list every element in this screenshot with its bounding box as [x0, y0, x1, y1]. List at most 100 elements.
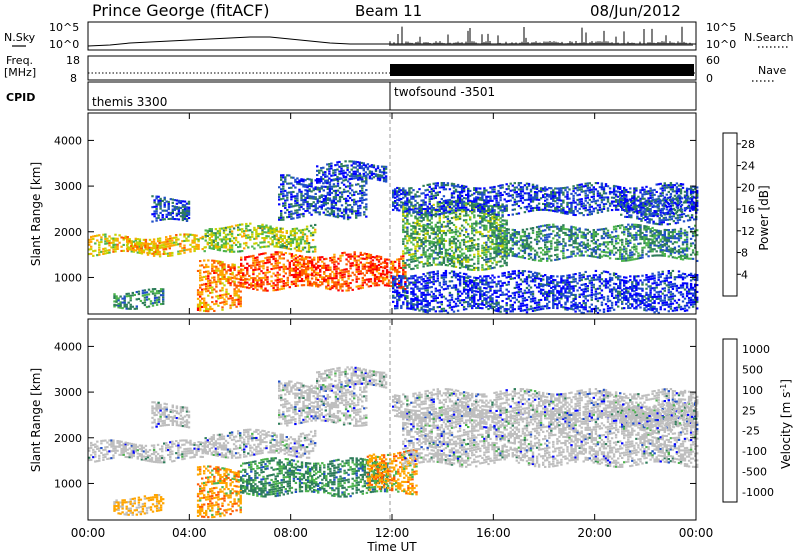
power-echo-cell: [243, 242, 246, 245]
power-echo-cell: [326, 214, 329, 217]
power-echo-cell: [527, 257, 531, 260]
power-echo-cell: [432, 189, 435, 192]
power-echo-cell: [377, 260, 381, 263]
power-echo-cell: [264, 271, 267, 274]
power-echo-cell: [375, 268, 379, 271]
power-echo-cell: [479, 211, 482, 214]
power-echo-cell: [471, 229, 474, 232]
power-echo-cell: [499, 260, 502, 263]
power-echo-cell: [369, 280, 373, 283]
power-echo-cell: [452, 186, 456, 189]
power-echo-cell: [473, 197, 476, 200]
power-echo-cell: [363, 206, 366, 209]
power-echo-cell: [358, 176, 361, 179]
power-echo-cell: [294, 202, 297, 205]
power-echo-cell: [280, 176, 283, 179]
power-echo-cell: [487, 245, 490, 248]
power-echo-cell: [181, 212, 185, 215]
power-echo-cell: [444, 255, 448, 258]
power-echo-cell: [404, 235, 407, 238]
power-echo-cell: [185, 202, 189, 205]
power-echo-cell: [259, 227, 262, 230]
power-echo-cell: [185, 214, 189, 217]
nsky-panel: N.Sky 10^5 10^0 N.Search 10^5 10^0: [4, 21, 794, 51]
power-echo-cell: [542, 257, 545, 260]
power-echo-cell: [394, 193, 397, 196]
power-echo-cell: [665, 249, 668, 252]
power-echo-cell: [663, 234, 666, 237]
power-echo-cell: [430, 197, 433, 200]
power-echo-cell: [497, 233, 500, 236]
power-echo-cell: [278, 193, 281, 196]
power-echo-cell: [385, 274, 389, 277]
power-echo-cell: [505, 221, 508, 224]
power-echo-cell: [432, 197, 435, 200]
power-echo-cell: [384, 165, 388, 168]
power-echo-cell: [237, 241, 240, 244]
power-echo-cell: [152, 254, 156, 257]
power-echo-cell: [495, 250, 498, 253]
power-echo-cell: [308, 197, 311, 200]
power-echo-cell: [663, 244, 666, 247]
power-echo-cell: [408, 258, 411, 261]
power-echo-cell: [222, 246, 226, 249]
power-echo-cell: [286, 196, 289, 199]
power-echo-cell: [544, 251, 547, 254]
power-echo-cell: [379, 276, 383, 279]
power-echo-cell: [316, 169, 319, 172]
power-echo-cell: [250, 277, 253, 280]
power-echo-cell: [479, 193, 482, 196]
power-echo-cell: [362, 172, 365, 175]
power-echo-cell: [465, 260, 468, 263]
power-echo-cell: [477, 266, 480, 269]
power-echo-cell: [382, 165, 386, 168]
power-echo-cell: [300, 194, 303, 197]
power-echo-cell: [331, 261, 334, 264]
power-echo-cell: [272, 255, 275, 258]
power-echo-cell: [310, 277, 314, 280]
power-echo-cell: [230, 230, 234, 233]
power-echo-cell: [554, 254, 557, 257]
power-echo-cell: [276, 274, 279, 277]
power-echo-cell: [408, 189, 411, 192]
power-echo-cell: [324, 181, 327, 184]
power-echo-cell: [212, 239, 215, 242]
power-echo-cell: [224, 226, 228, 229]
power-echo-cell: [627, 242, 630, 245]
power-echo-cell: [126, 239, 129, 242]
power-echo-cell: [256, 288, 259, 291]
power-echo-cell: [467, 214, 470, 217]
power-echo-cell: [406, 246, 409, 249]
power-echo-cell: [392, 208, 395, 211]
power-echo-cell: [396, 203, 399, 206]
power-echo-cell: [131, 305, 134, 308]
power-echo-cell: [408, 237, 411, 240]
power-echo-cell: [546, 248, 549, 251]
power-echo-cell: [390, 285, 393, 288]
power-echo-cell: [440, 225, 443, 228]
power-echo-cell: [292, 262, 296, 265]
power-echo-cell: [230, 248, 234, 251]
power-echo-cell: [606, 255, 610, 258]
power-echo-cell: [505, 244, 508, 247]
power-echo-cell: [402, 209, 405, 212]
power-echo-cell: [278, 198, 281, 201]
power-echo-cell: [576, 242, 579, 245]
power-echo-cell: [333, 272, 336, 275]
power-echo-cell: [382, 169, 386, 172]
power-echo-cell: [163, 246, 166, 249]
power-echo-cell: [157, 214, 160, 217]
power-echo-cell: [158, 246, 161, 249]
power-echo-cell: [383, 273, 387, 276]
power-echo-cell: [347, 272, 350, 275]
power-echo-cell: [550, 242, 553, 245]
power-echo-cell: [295, 249, 299, 252]
power-echo-cell: [454, 246, 458, 249]
power-echo-cell: [406, 209, 409, 212]
power-echo-cell: [412, 204, 415, 207]
power-echo-cell: [400, 206, 403, 209]
power-echo-cell: [485, 243, 488, 246]
power-echo-cell: [471, 210, 474, 213]
power-echo-cell: [341, 285, 344, 288]
power-echo-cell: [280, 287, 283, 290]
